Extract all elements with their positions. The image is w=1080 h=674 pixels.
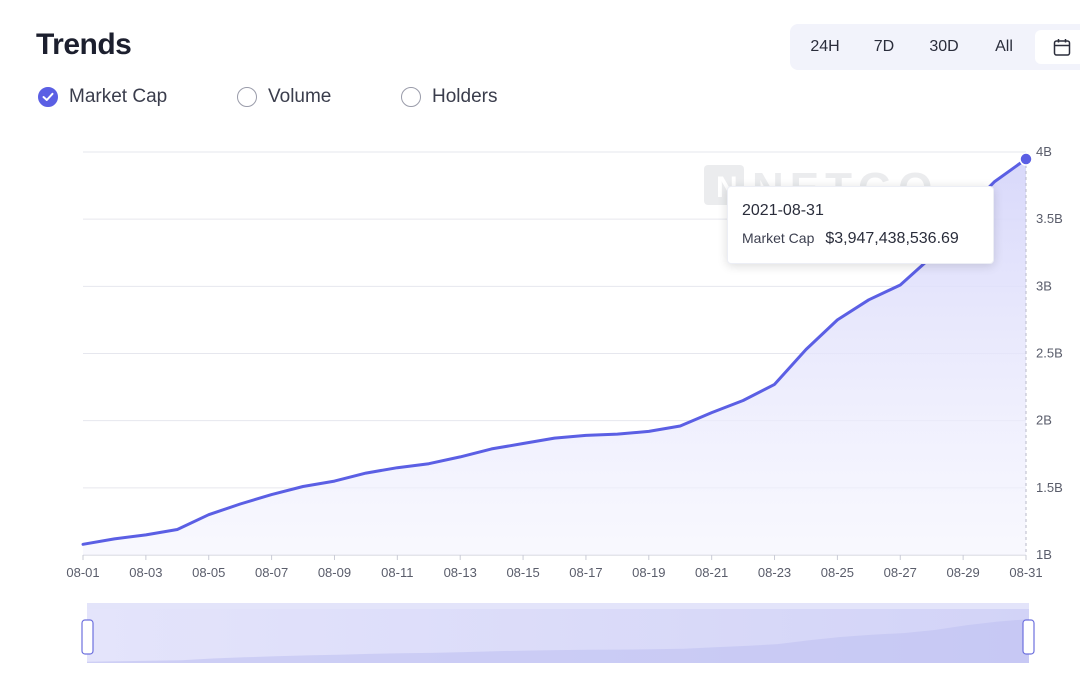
range-24h-button[interactable]: 24H <box>809 24 841 70</box>
x-tick-label: 08-31 <box>1009 565 1042 580</box>
zoom-preview-area <box>87 619 1029 663</box>
date-picker-button[interactable] <box>1035 30 1080 64</box>
y-tick-label: 3.5B <box>1036 211 1063 226</box>
toggle-label: Holders <box>432 86 498 107</box>
x-tick-label: 08-17 <box>569 565 602 580</box>
toggle-market-cap[interactable]: Market Cap <box>38 86 167 108</box>
toggle-label: Market Cap <box>69 86 168 107</box>
range-all-button[interactable]: All <box>994 24 1014 70</box>
time-range-selector: 24H 7D 30D All <box>790 24 1080 70</box>
x-tick-label: 08-21 <box>695 565 728 580</box>
y-tick-label: 1B <box>1036 547 1052 562</box>
tooltip-value: $3,947,438,536.69 <box>825 230 959 247</box>
y-tick-label: 1.5B <box>1036 480 1063 495</box>
x-tick-label: 08-23 <box>758 565 791 580</box>
range-7d-button[interactable]: 7D <box>872 24 896 70</box>
x-tick-label: 08-25 <box>821 565 854 580</box>
x-tick-label: 08-03 <box>129 565 162 580</box>
x-tick-label: 08-05 <box>192 565 225 580</box>
x-tick-label: 08-27 <box>884 565 917 580</box>
toggle-holders[interactable]: Holders <box>401 86 497 108</box>
tooltip-date: 2021-08-31 <box>742 202 824 219</box>
calendar-icon <box>1053 38 1071 56</box>
y-tick-label: 4B <box>1036 144 1052 159</box>
radio-unchecked-icon <box>237 87 257 107</box>
chart-tooltip: 2021-08-31 Market Cap $3,947,438,536.69 <box>727 186 994 264</box>
checkbox-checked-icon <box>38 87 58 107</box>
zoom-handle-left[interactable] <box>81 619 94 655</box>
zoom-handle-right[interactable] <box>1022 619 1035 655</box>
x-tick-label: 08-11 <box>381 565 413 580</box>
x-tick-label: 08-09 <box>318 565 351 580</box>
x-tick-label: 08-07 <box>255 565 288 580</box>
x-tick-label: 08-13 <box>444 565 477 580</box>
zoom-slider[interactable] <box>81 603 1035 663</box>
market-cap-series-line <box>81 157 1028 546</box>
tooltip-series-name: Market Cap <box>742 230 815 246</box>
zoom-top-bar[interactable] <box>87 603 1029 609</box>
x-tick-label: 08-15 <box>506 565 539 580</box>
y-tick-label: 2.5B <box>1036 346 1063 361</box>
highlighted-data-point <box>1019 152 1033 166</box>
x-tick-label: 08-01 <box>66 565 99 580</box>
radio-unchecked-icon <box>401 87 421 107</box>
toggle-volume[interactable]: Volume <box>237 86 331 108</box>
x-tick-label: 08-29 <box>947 565 980 580</box>
x-tick-label: 08-19 <box>632 565 665 580</box>
range-30d-button[interactable]: 30D <box>928 24 960 70</box>
y-tick-label: 3B <box>1036 278 1052 293</box>
market-cap-area <box>83 159 1026 555</box>
page-title: Trends <box>36 28 132 61</box>
y-tick-label: 2B <box>1036 413 1052 428</box>
toggle-label: Volume <box>268 86 332 107</box>
